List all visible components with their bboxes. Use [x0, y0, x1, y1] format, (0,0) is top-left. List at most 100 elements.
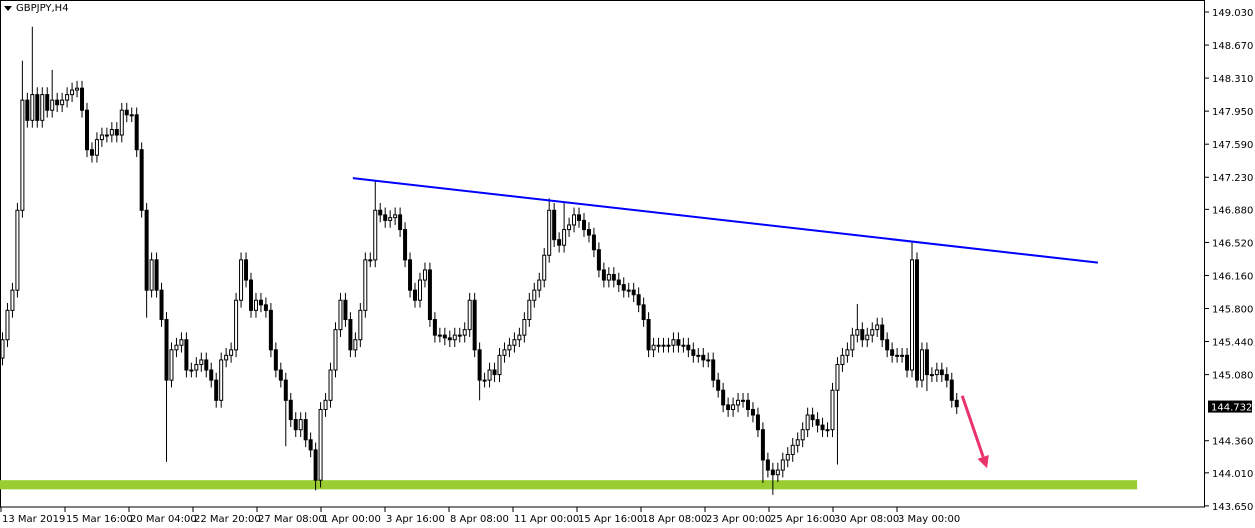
trendline-layer[interactable] — [352, 177, 1098, 469]
candle — [373, 179, 378, 268]
down-arrow-icon — [977, 454, 989, 469]
x-tick-label: 3 Apr 16:00 — [386, 514, 445, 525]
candle-body-bull — [666, 344, 671, 347]
candle-body-bull — [229, 349, 234, 356]
candle — [452, 327, 457, 348]
candle-body-bull — [462, 329, 467, 336]
candle — [129, 107, 134, 123]
candle-body-bull — [109, 129, 114, 136]
y-tick-label: 149.030 — [1212, 8, 1253, 19]
candle-body-bear — [293, 419, 298, 431]
candle-body-bear — [413, 289, 418, 301]
candle-body-bear — [691, 349, 696, 356]
candle — [104, 127, 109, 143]
candle — [924, 342, 929, 392]
candle-body-bull — [363, 259, 368, 311]
candle-body-bull — [741, 399, 746, 402]
chart-title[interactable]: GBPJPY,H4 — [4, 3, 69, 14]
candle — [40, 87, 45, 128]
candle — [139, 142, 144, 218]
candle-body-bear — [924, 349, 929, 376]
x-tick-label: 1 Apr 00:00 — [322, 514, 381, 525]
candle — [581, 213, 586, 237]
candle-body-bull — [234, 299, 239, 351]
candle — [895, 347, 900, 363]
x-tick-label: 15 Mar 16:00 — [66, 514, 133, 525]
x-tick-label: 27 Mar 08:00 — [258, 514, 325, 525]
candle — [770, 462, 775, 495]
candle-body-bull — [547, 209, 552, 256]
candle — [70, 82, 75, 102]
candle — [89, 142, 94, 163]
candle-body-bear — [860, 329, 865, 341]
y-tick-label: 146.520 — [1212, 238, 1253, 249]
candle-body-bear — [701, 354, 706, 361]
candle-body-bear — [810, 414, 815, 421]
candle-body-bull — [934, 369, 939, 376]
candle — [159, 282, 164, 327]
candle-body-bull — [910, 259, 915, 371]
candle-body-bull — [661, 344, 666, 347]
candle-body-bear — [398, 214, 403, 231]
candle-body-bull — [0, 339, 5, 359]
candle — [20, 60, 25, 218]
candle-body-bull — [179, 339, 184, 346]
candle-body-bear — [750, 408, 755, 416]
candle-body-bull — [780, 459, 785, 471]
candles — [0, 26, 959, 495]
candle-body-bull — [323, 399, 328, 410]
candle — [552, 202, 557, 248]
x-tick-label: 20 Mar 04:00 — [130, 514, 197, 525]
candle-body-bear — [477, 349, 482, 381]
candle — [109, 122, 114, 143]
candle — [790, 437, 795, 462]
candle-body-bear — [268, 309, 273, 351]
y-tick-label: 146.160 — [1212, 271, 1253, 282]
candle-body-bull — [10, 289, 15, 311]
candle-body-bear — [432, 319, 437, 336]
candle-body-bear — [472, 299, 477, 351]
candle — [94, 132, 99, 163]
candle — [711, 352, 716, 388]
candle — [502, 342, 507, 363]
candle — [830, 382, 835, 438]
support-zone[interactable] — [0, 480, 1138, 490]
candle — [328, 362, 333, 408]
candle — [785, 447, 790, 468]
candle — [154, 252, 159, 298]
triangle-down-icon[interactable] — [4, 6, 12, 11]
candle-body-bear — [303, 419, 308, 441]
candle — [562, 202, 567, 253]
x-tick-label: 30 Apr 08:00 — [834, 514, 899, 525]
candle-body-bear — [581, 219, 586, 231]
candle — [99, 127, 104, 147]
candle-body-bear — [636, 294, 641, 306]
candle — [413, 282, 418, 308]
candle-body-bear — [611, 274, 616, 281]
candle-body-bull — [527, 299, 532, 321]
candle-body-bull — [70, 89, 75, 96]
candle — [398, 207, 403, 237]
candle — [641, 297, 646, 327]
candle-body-bull — [795, 439, 800, 446]
candle — [721, 382, 726, 413]
candle — [308, 432, 313, 458]
candle-body-bear — [144, 209, 149, 291]
candle-body-bear — [631, 289, 636, 296]
candle — [755, 407, 760, 438]
candle — [403, 222, 408, 268]
x-tick-label: 25 Apr 16:00 — [770, 514, 835, 525]
candle — [189, 362, 194, 378]
candle — [835, 357, 840, 465]
candle-body-bear — [89, 149, 94, 156]
candle — [567, 217, 572, 237]
candle — [626, 282, 631, 298]
candle-body-bull — [298, 419, 303, 431]
candle-body-bull — [174, 344, 179, 351]
candle — [204, 352, 209, 378]
candle — [462, 322, 467, 343]
candle-body-bear — [124, 109, 129, 116]
candle-body-bear — [557, 239, 562, 246]
candle — [780, 452, 785, 478]
